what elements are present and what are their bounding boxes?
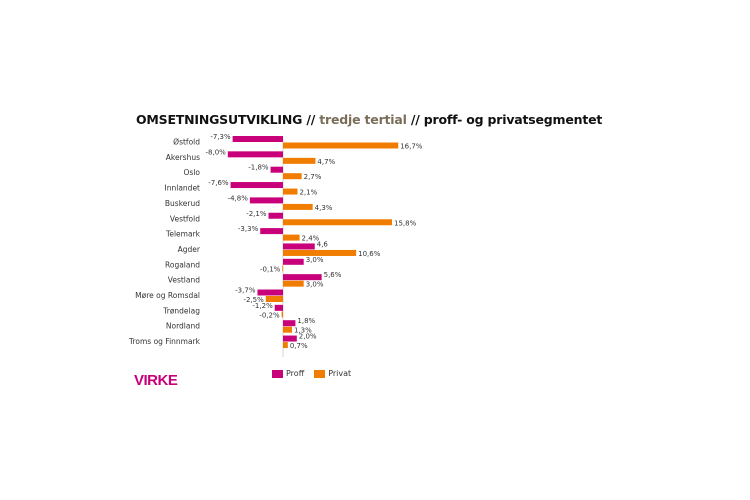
bar-proff <box>274 304 283 311</box>
bar-proff <box>283 335 297 342</box>
bar-proff <box>283 274 322 281</box>
data-label: 2,0% <box>299 333 317 341</box>
bar-privat <box>283 142 399 149</box>
category-label: Buskerud <box>165 199 200 208</box>
bar-proff <box>249 197 283 204</box>
data-label: -3,3% <box>238 225 259 233</box>
category-label: Nordland <box>166 322 200 331</box>
data-label: -2,5% <box>243 296 264 304</box>
data-label: 4,3% <box>315 204 333 212</box>
data-label: -3,7% <box>235 287 256 295</box>
data-label: 3,0% <box>306 281 324 289</box>
data-label: 10,6% <box>358 250 381 258</box>
bar-proff <box>230 182 283 189</box>
category-label: Agder <box>178 245 201 254</box>
virke-logo: VIRKE <box>134 372 178 389</box>
legend-item-proff: Proff <box>272 369 304 378</box>
category-label: Troms og Finnmark <box>128 337 201 346</box>
data-label: -4,8% <box>228 194 249 202</box>
bar-privat <box>265 296 283 302</box>
data-label: -0,2% <box>259 311 280 319</box>
data-label: 3,0% <box>306 256 324 264</box>
bar-proff <box>283 258 304 265</box>
category-label: Oslo <box>184 168 201 177</box>
data-label: 1,8% <box>297 317 315 325</box>
bar-proff <box>283 243 315 250</box>
bar-privat <box>281 311 283 318</box>
bar-privat <box>283 157 316 164</box>
data-label: -2,1% <box>246 210 267 218</box>
data-label: 15,8% <box>394 219 417 227</box>
bar-privat <box>283 280 304 287</box>
category-label: Innlandet <box>165 184 201 193</box>
data-label: -1,8% <box>248 164 269 172</box>
category-label: Trøndelag <box>162 306 200 315</box>
bar-proff <box>270 166 283 173</box>
data-label: 2,1% <box>299 189 317 197</box>
data-label: 0,7% <box>290 342 308 350</box>
bar-proff <box>268 212 283 219</box>
data-label: 4,7% <box>317 158 335 166</box>
bar-proff <box>283 320 296 327</box>
category-label: Akershus <box>166 153 200 162</box>
bar-proff <box>257 289 283 296</box>
bar-privat <box>283 234 300 241</box>
data-label: 1,3% <box>294 327 312 335</box>
data-label: -8,0% <box>205 148 226 156</box>
data-label: 2,7% <box>304 173 322 181</box>
data-label: -7,3% <box>210 133 231 141</box>
category-label: Møre og Romsdal <box>135 291 200 300</box>
bar-proff <box>227 151 283 158</box>
bar-privat <box>283 219 393 226</box>
data-label: -0,1% <box>260 265 281 273</box>
data-label: 5,6% <box>324 271 342 279</box>
category-label: Vestland <box>168 276 200 285</box>
bar-privat <box>282 265 284 272</box>
bar-privat <box>283 326 292 333</box>
data-label: 2,4% <box>302 235 320 243</box>
chart-title: OMSETNINGSUTVIKLING // tredje tertial //… <box>136 112 602 127</box>
legend-item-privat: Privat <box>314 369 351 378</box>
data-label: 4,6 <box>317 240 329 248</box>
legend-swatch-proff <box>272 369 283 378</box>
bar-proff <box>232 136 283 142</box>
legend: Proff Privat <box>272 369 351 378</box>
bar-privat <box>283 203 313 210</box>
bar-privat <box>283 342 288 349</box>
legend-label-privat: Privat <box>328 369 352 378</box>
category-label: Østfold <box>173 138 200 147</box>
title-segment: // proff- og privatsegmentet <box>410 112 603 127</box>
title-main: OMSETNINGSUTVIKLING // <box>136 112 316 127</box>
data-label: -1,2% <box>252 302 273 310</box>
legend-label-proff: Proff <box>286 369 305 378</box>
data-label: 16,7% <box>400 143 423 151</box>
category-label: Vestfold <box>170 214 200 223</box>
bar-privat <box>283 249 357 256</box>
bar-privat <box>283 188 298 195</box>
title-period: tredje tertial <box>315 112 411 127</box>
category-label: Telemark <box>165 230 201 239</box>
legend-swatch-privat <box>314 369 326 378</box>
data-label: -7,6% <box>208 179 229 187</box>
bar-privat <box>283 173 302 180</box>
bar-proff <box>260 228 283 235</box>
category-label: Rogaland <box>165 260 200 269</box>
